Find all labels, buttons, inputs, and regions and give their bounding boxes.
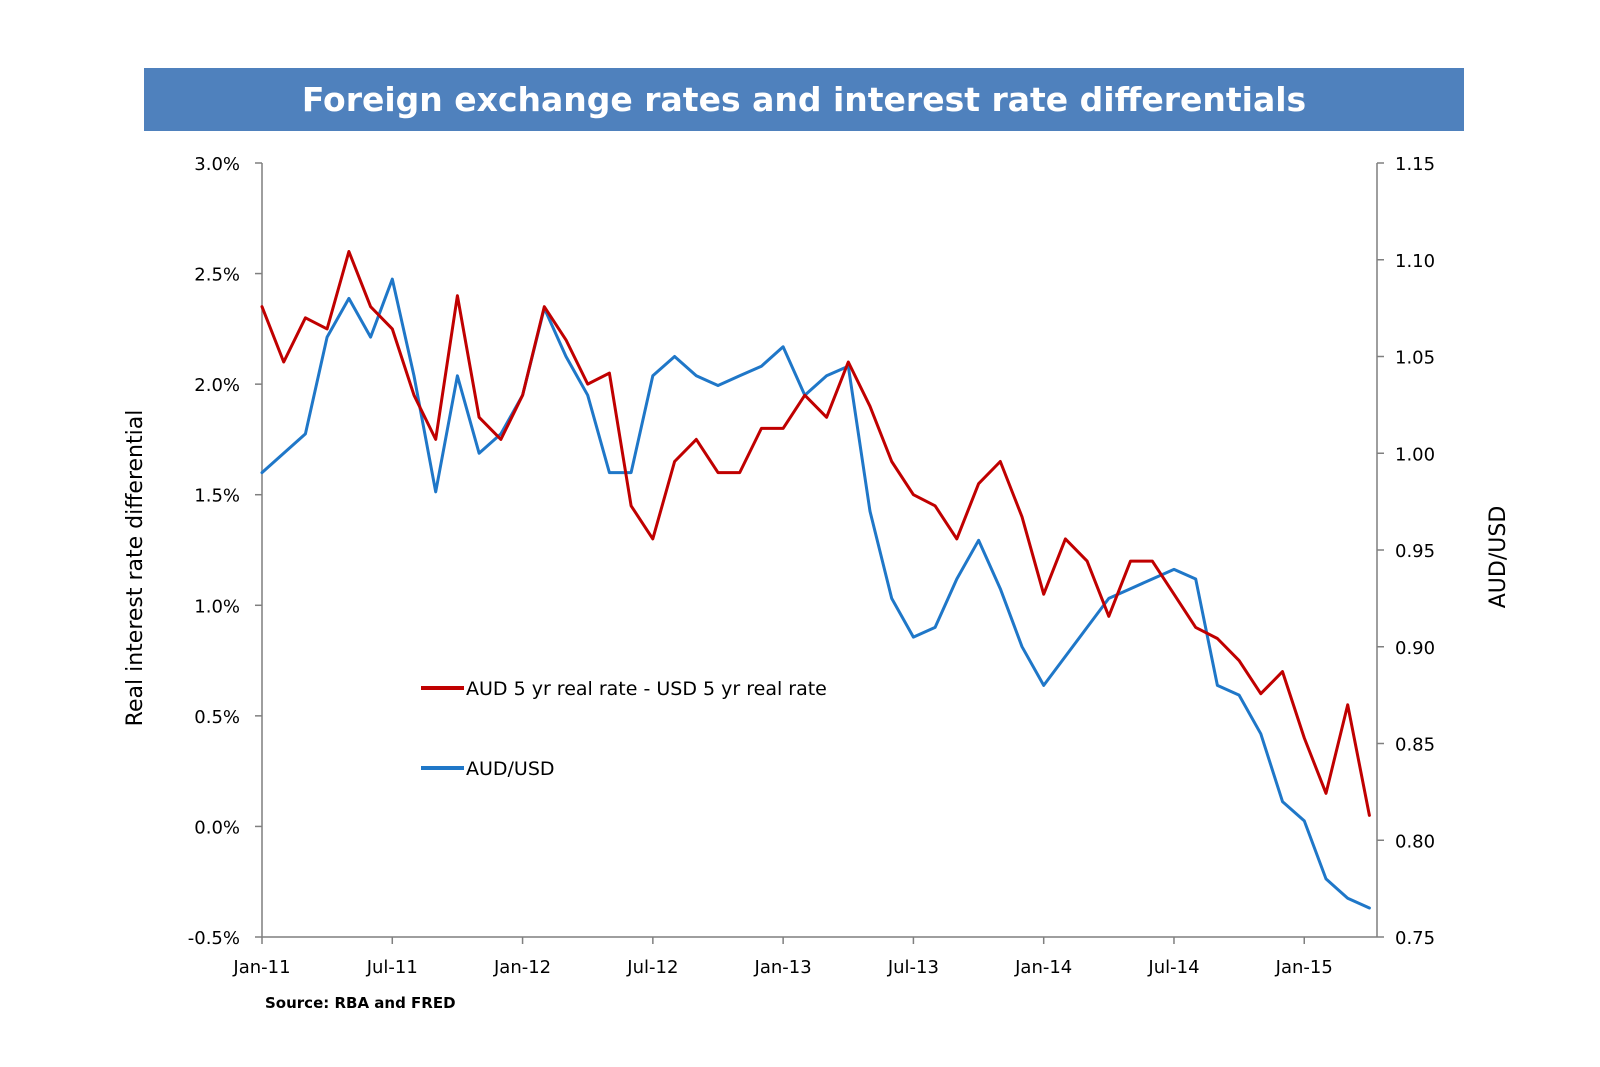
right-axis-label: AUD/USD: [1486, 506, 1511, 609]
left-axis-tick-label: -0.5%: [188, 928, 240, 949]
right-axis-tick-label: 1.10: [1395, 251, 1435, 272]
left-axis-tick-label: 1.0%: [194, 596, 240, 617]
x-axis-tick-label: Jul-13: [887, 957, 939, 978]
x-axis-tick-label: Jan-11: [232, 957, 290, 978]
right-axis-tick-label: 0.85: [1395, 735, 1435, 756]
left-axis-label: Real interest rate differential: [123, 410, 148, 727]
x-axis-tick-label: Jan-12: [493, 957, 551, 978]
right-axis-tick-label: 0.90: [1395, 638, 1435, 659]
left-axis-tick-label: 3.0%: [194, 154, 240, 175]
left-axis-tick-label: 0.0%: [194, 817, 240, 838]
x-axis-tick-label: Jan-14: [1014, 957, 1072, 978]
left-axis-tick-label: 1.5%: [194, 486, 240, 507]
legend: AUD 5 yr real rate - USD 5 yr real rate A…: [421, 678, 827, 780]
series-line-aud-usd: [260, 277, 1371, 910]
right-axis-tick-label: 1.00: [1395, 444, 1435, 465]
series-line-real-rate-differential: [260, 250, 1371, 817]
legend-label: AUD 5 yr real rate - USD 5 yr real rate: [466, 678, 827, 700]
x-axis-tick-label: Jul-14: [1147, 957, 1199, 978]
x-axis-tick-label: Jul-11: [366, 957, 418, 978]
source-note: Source: RBA and FRED: [265, 994, 456, 1012]
right-axis-tick-label: 0.95: [1395, 541, 1435, 562]
axes: -0.5% 0.0% 0.5% 1.0% 1.5% 2.0% 2.5% 3.0% 0.75 0.8…: [188, 154, 1435, 978]
legend-label: AUD/USD: [466, 758, 555, 780]
x-axis-tick-label: Jan-15: [1275, 957, 1333, 978]
left-axis-tick-label: 0.5%: [194, 707, 240, 728]
x-axis-tick-label: Jan-13: [754, 957, 812, 978]
right-axis-tick-label: 0.75: [1395, 928, 1435, 949]
right-axis-tick-label: 1.15: [1395, 154, 1435, 175]
chart-title: Foreign exchange rates and interest rate…: [144, 68, 1464, 131]
left-axis-tick-label: 2.5%: [194, 265, 240, 286]
series-lines: [260, 250, 1371, 910]
right-axis-tick-label: 0.80: [1395, 831, 1435, 852]
x-axis-tick-label: Jul-12: [626, 957, 678, 978]
right-axis-tick-label: 1.05: [1395, 348, 1435, 369]
left-axis-tick-label: 2.0%: [194, 375, 240, 396]
